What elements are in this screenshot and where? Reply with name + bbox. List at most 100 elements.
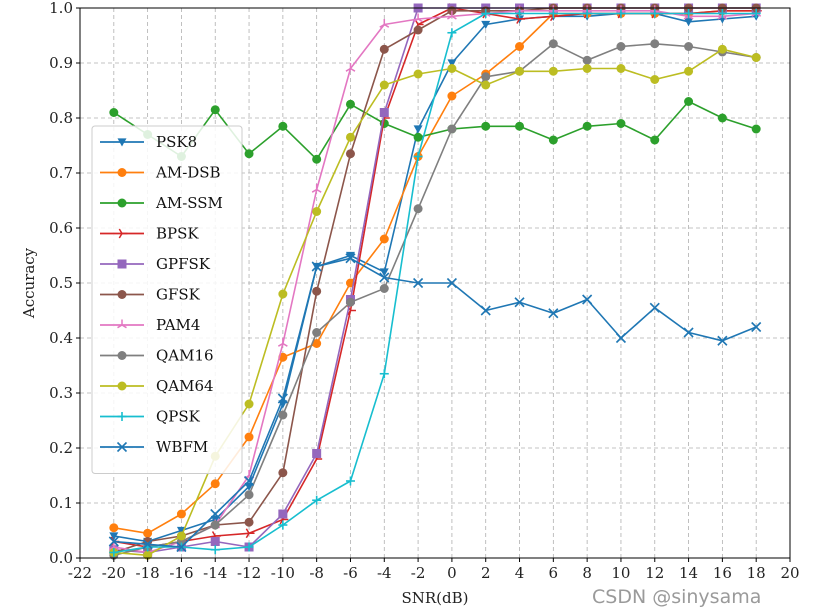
data-point-wbfm <box>311 261 322 272</box>
x-tick-label: 8 <box>582 564 592 582</box>
legend-marker <box>117 198 127 208</box>
data-point-am-ssm <box>582 121 592 131</box>
data-point-wbfm <box>108 536 119 547</box>
data-point-qpsk <box>210 545 220 555</box>
data-point-am-ssm <box>616 119 626 128</box>
data-point-qam16 <box>616 42 626 51</box>
data-point-psk8 <box>379 268 389 277</box>
data-point-pam4 <box>447 10 457 20</box>
data-point-wbfm <box>413 277 424 289</box>
data-point-qpsk <box>413 152 423 161</box>
data-point-qam64 <box>278 289 288 299</box>
data-point-qam64 <box>379 80 389 90</box>
data-point-wbfm <box>142 539 153 550</box>
legend-marker <box>117 412 127 421</box>
legend-marker <box>118 228 128 239</box>
data-point-wbfm <box>277 393 288 404</box>
data-point-qam64 <box>717 44 727 54</box>
legend-item-bpsk: BPSK <box>100 225 199 243</box>
legend-marker <box>117 381 127 391</box>
legend-marker <box>117 351 127 360</box>
legend-marker <box>117 138 127 147</box>
data-point-qpsk <box>515 9 525 18</box>
y-tick-label: 0.9 <box>49 54 73 72</box>
data-point-am-ssm <box>751 124 761 134</box>
legend-label: QAM64 <box>156 377 214 395</box>
legend-marker <box>117 290 127 299</box>
data-point-pam4 <box>311 184 322 193</box>
data-point-wbfm <box>548 308 559 319</box>
series-line-pam4 <box>113 10 757 554</box>
data-point-wbfm <box>210 508 221 520</box>
x-tick-label: -22 <box>68 564 92 582</box>
data-point-am-ssm <box>684 97 694 106</box>
data-point-am-dsb <box>210 479 220 489</box>
data-point-am-dsb <box>109 523 119 533</box>
data-point-qam64 <box>312 207 322 216</box>
legend-item-am-dsb: AM-DSB <box>100 164 221 182</box>
data-point-qpsk <box>582 9 592 18</box>
data-point-am-ssm <box>650 135 660 145</box>
x-tick-label: 10 <box>611 564 630 582</box>
legend-label: AM-SSM <box>155 194 223 212</box>
data-point-qam64 <box>751 53 761 62</box>
x-tick-label: 16 <box>713 564 732 582</box>
data-point-qam64 <box>582 64 592 73</box>
data-point-qam16 <box>582 55 592 65</box>
legend-label: PAM4 <box>156 316 200 334</box>
x-tick-label: -20 <box>102 564 126 582</box>
data-point-qam64 <box>176 531 186 541</box>
y-tick-label: 0.1 <box>49 494 73 512</box>
data-point-wbfm <box>446 277 457 289</box>
data-point-am-ssm <box>481 121 491 131</box>
legend-marker <box>116 441 128 453</box>
legend-marker <box>117 259 127 269</box>
data-point-pam4 <box>345 63 356 72</box>
data-point-gpfsk <box>379 108 389 117</box>
series-line-wbfm <box>113 257 757 548</box>
data-point-am-ssm <box>312 154 322 164</box>
legend-label: QPSK <box>156 408 201 426</box>
data-point-qpsk <box>312 495 322 505</box>
data-point-qam16 <box>345 297 355 307</box>
data-point-wbfm <box>582 294 593 305</box>
legend-item-gfsk: GFSK <box>100 286 201 304</box>
data-point-qpsk <box>684 9 694 18</box>
axis-ticks: -22 -20 -18 -16 -14 -12 -10 -8 -6 -4 -2 0 2 4 6 8 10 12 14… <box>49 0 799 582</box>
legend: PSK8 AM-DSB AM-SSM BPSK GPFSK GFSK PAM4 QAM16 QA… <box>91 125 243 474</box>
legend-item-qam16: QAM16 <box>100 347 214 365</box>
x-tick-label: -12 <box>237 564 261 582</box>
data-point-am-ssm <box>278 121 288 131</box>
data-point-qam16 <box>210 520 220 530</box>
data-point-wbfm <box>615 332 627 344</box>
data-point-qam16 <box>684 42 694 51</box>
x-tick-label: -14 <box>203 564 227 582</box>
data-point-psk8 <box>481 20 491 29</box>
legend-label: QAM16 <box>156 347 214 365</box>
x-tick-label: -2 <box>411 564 426 582</box>
y-tick-label: 0.4 <box>49 329 73 347</box>
data-point-qam64 <box>515 66 525 76</box>
data-point-am-ssm <box>548 135 558 145</box>
data-point-qam16 <box>312 328 322 337</box>
legend-label: AM-DSB <box>155 164 221 182</box>
x-tick-label: 2 <box>481 564 491 582</box>
y-tick-label: 0.7 <box>49 164 73 182</box>
data-point-am-dsb <box>515 42 525 51</box>
y-axis-label: Accuracy <box>20 247 38 319</box>
data-point-qam64 <box>548 66 558 76</box>
data-point-gfsk <box>312 286 322 296</box>
series-qam64 <box>109 44 761 560</box>
data-point-am-ssm <box>515 121 525 131</box>
data-point-psk8 <box>109 532 119 541</box>
legend-marker <box>117 168 127 177</box>
data-point-am-ssm <box>717 113 727 123</box>
legend-label: PSK8 <box>156 133 197 151</box>
data-point-wbfm <box>649 302 660 313</box>
x-axis-label: SNR(dB) <box>401 589 468 607</box>
legend-label: BPSK <box>156 225 199 243</box>
y-tick-label: 0.3 <box>49 384 73 402</box>
data-point-qam64 <box>345 132 355 142</box>
y-tick-label: 0.6 <box>49 219 73 237</box>
data-point-am-ssm <box>244 149 254 159</box>
